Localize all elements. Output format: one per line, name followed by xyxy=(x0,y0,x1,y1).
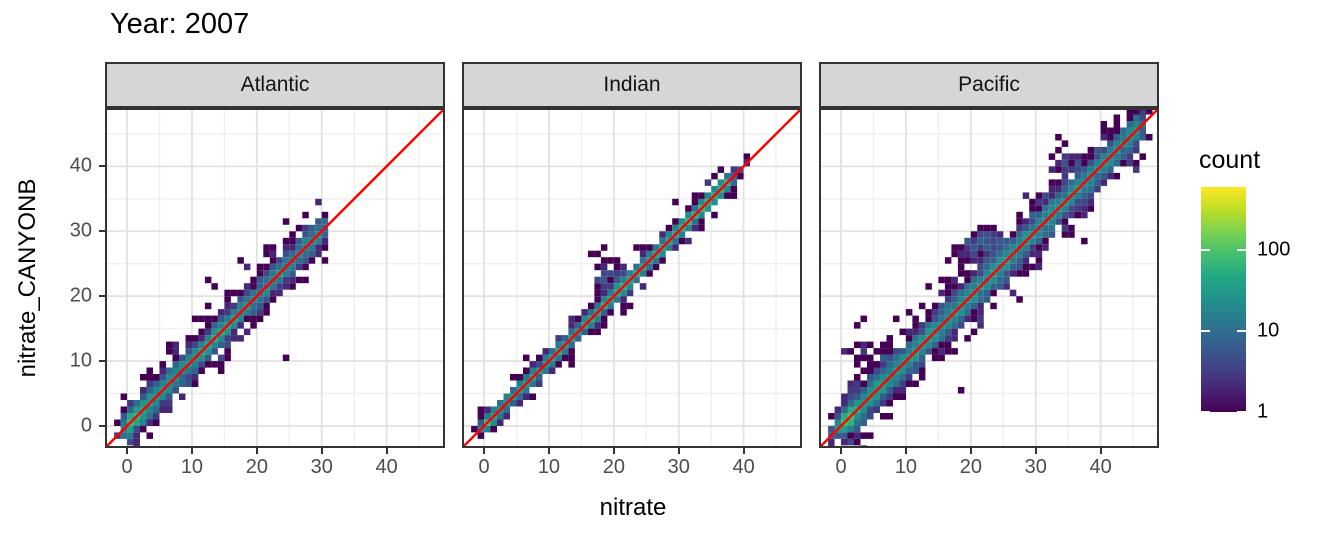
x-tick-mark xyxy=(612,448,615,454)
facet-strip-label: Atlantic xyxy=(240,73,310,96)
y-tick-label: 30 xyxy=(69,219,92,242)
facet-strip-atlantic: Atlantic xyxy=(105,62,445,108)
legend-tick-mark xyxy=(1237,330,1246,332)
legend-title: count xyxy=(1199,146,1261,174)
y-tick-mark xyxy=(99,295,105,298)
x-tick-mark xyxy=(840,448,843,454)
legend-tick-mark xyxy=(1201,411,1210,413)
x-tick-label: 10 xyxy=(537,456,561,478)
x-tick-label: 40 xyxy=(375,456,398,478)
facet-strip-label: Pacific xyxy=(958,73,1020,96)
x-tick-label: 10 xyxy=(180,456,204,478)
legend-colorbar xyxy=(1201,187,1246,412)
x-tick-mark xyxy=(190,448,193,454)
facet-strip-label: Indian xyxy=(603,73,661,96)
y-tick-mark xyxy=(99,424,105,427)
legend-tick-mark xyxy=(1201,249,1210,252)
x-tick-label: 40 xyxy=(732,456,755,478)
x-tick-label: 10 xyxy=(894,456,918,478)
panel-atlantic xyxy=(105,108,445,448)
panel-indian xyxy=(462,108,802,448)
x-tick-mark xyxy=(255,448,258,454)
y-tick-label: 40 xyxy=(69,154,92,177)
bin2d-plot-atlantic xyxy=(105,108,445,448)
y-tick-mark xyxy=(99,360,105,363)
x-tick-label: 0 xyxy=(121,456,133,478)
y-tick-label: 20 xyxy=(69,284,92,307)
x-tick-mark xyxy=(677,448,680,454)
x-tick-mark xyxy=(547,448,550,454)
x-tick-label: 20 xyxy=(602,456,625,478)
facet-strip-pacific: Pacific xyxy=(819,62,1159,108)
x-tick-mark xyxy=(126,448,129,454)
x-tick-label: 30 xyxy=(1024,456,1047,478)
bin2d-plot-pacific xyxy=(819,108,1159,448)
x-tick-mark xyxy=(1099,448,1102,454)
y-tick-label: 10 xyxy=(69,349,92,372)
legend-tick-mark xyxy=(1237,249,1246,252)
x-tick-label: 20 xyxy=(959,456,982,478)
y-tick-label: 0 xyxy=(80,414,92,437)
x-tick-label: 20 xyxy=(245,456,268,478)
y-tick-mark xyxy=(99,230,105,233)
legend-tick-label: 100 xyxy=(1257,238,1291,261)
plot-title: Year: 2007 xyxy=(110,8,250,40)
x-tick-mark xyxy=(385,448,388,454)
bin2d-plot-indian xyxy=(462,108,802,448)
x-tick-mark xyxy=(904,448,907,454)
x-tick-label: 0 xyxy=(835,456,847,478)
x-axis-label: nitrate xyxy=(599,494,667,521)
y-axis-label: nitrate_CANYONB xyxy=(14,178,41,378)
legend-tick-mark xyxy=(1201,330,1210,332)
x-tick-label: 30 xyxy=(667,456,690,478)
panel-pacific xyxy=(819,108,1159,448)
facet-strip-indian: Indian xyxy=(462,62,802,108)
x-tick-mark xyxy=(1034,448,1037,454)
x-tick-mark xyxy=(742,448,745,454)
y-tick-mark xyxy=(99,165,105,168)
x-tick-mark xyxy=(969,448,972,454)
x-tick-label: 0 xyxy=(478,456,490,478)
x-tick-mark xyxy=(320,448,323,454)
x-tick-label: 30 xyxy=(310,456,333,478)
legend-tick-mark xyxy=(1237,411,1246,413)
x-tick-label: 40 xyxy=(1089,456,1112,478)
legend-tick-label: 10 xyxy=(1257,319,1280,342)
x-tick-mark xyxy=(483,448,486,454)
legend-tick-label: 1 xyxy=(1257,400,1269,423)
